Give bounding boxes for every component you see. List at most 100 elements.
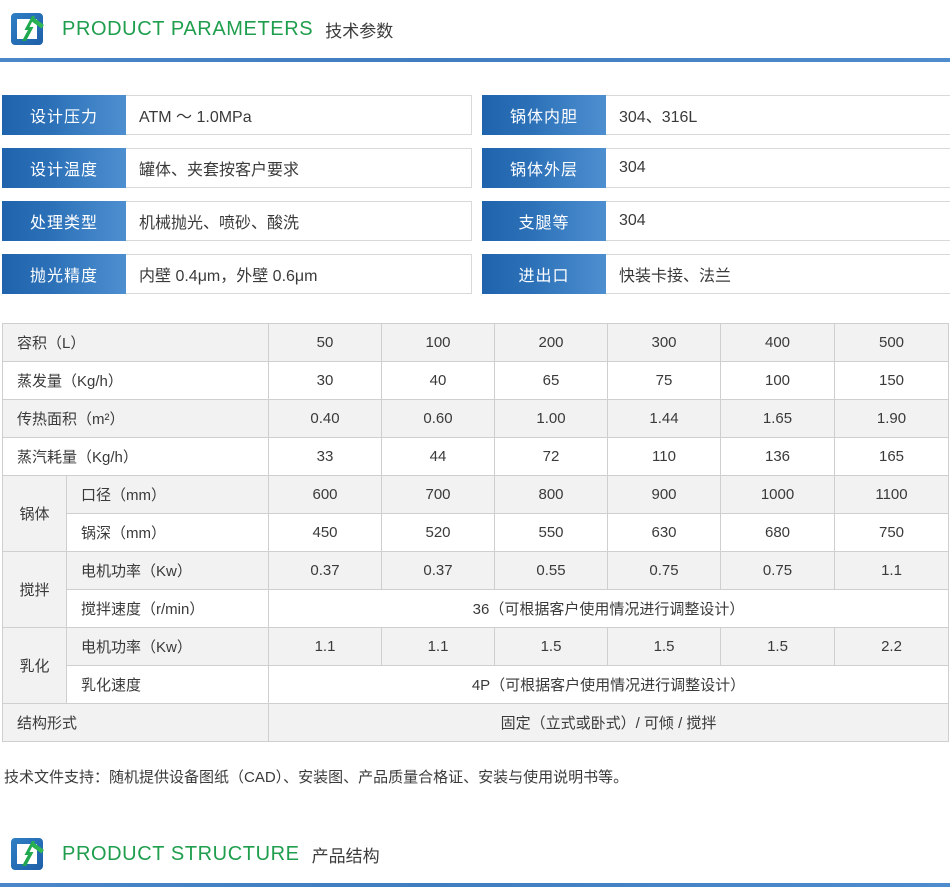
- section-header-parameters: PRODUCT PARAMETERS 技术参数: [0, 0, 950, 58]
- spec-value: 内壁 0.4μm，外壁 0.6μm: [126, 255, 471, 293]
- table-cell: 0.37: [381, 551, 495, 590]
- section-title-cn: 产品结构: [311, 846, 380, 866]
- table-cell-merged: 固定（立式或卧式）/ 可倾 / 搅拌: [268, 703, 949, 742]
- table-cell: 1.00: [494, 399, 608, 438]
- section-divider-top: [0, 58, 950, 62]
- spec-row: 设计压力 ATM ～ 1.0MPa: [2, 95, 472, 135]
- table-cell: 75: [607, 361, 721, 400]
- table-row: 蒸汽耗量（Kg/h） 33 44 72 110 136 165: [2, 437, 949, 476]
- logo-square-bolt-icon: [6, 8, 48, 50]
- spec-value: ATM ～ 1.0MPa: [126, 96, 471, 134]
- table-cell: 0.40: [268, 399, 382, 438]
- spec-row: 锅体外层 304: [482, 148, 950, 188]
- row-group-label: 乳化: [2, 627, 67, 704]
- spec-value: 机械抛光、喷砂、酸洗: [126, 202, 471, 240]
- table-cell: 150: [834, 361, 949, 400]
- table-cell: 900: [607, 475, 721, 514]
- table-cell: 1.44: [607, 399, 721, 438]
- row-label: 搅拌速度（r/min）: [66, 589, 269, 628]
- spec-row: 设计温度 罐体、夹套按客户要求: [2, 148, 472, 188]
- table-cell: 1.5: [720, 627, 835, 666]
- table-cell: 680: [720, 513, 835, 552]
- spec-key: 设计压力: [2, 95, 126, 135]
- spec-key: 设计温度: [2, 148, 126, 188]
- row-label: 乳化速度: [66, 665, 269, 704]
- table-cell: 100: [720, 361, 835, 400]
- spec-row: 锅体内胆 304、316L: [482, 95, 950, 135]
- section-divider-bottom: [0, 883, 950, 887]
- row-label: 蒸发量（Kg/h）: [2, 361, 269, 400]
- spec-row: 抛光精度 内壁 0.4μm，外壁 0.6μm: [2, 254, 472, 294]
- spec-key: 支腿等: [482, 201, 606, 241]
- table-row: 锅体 口径（mm） 600 700 800 900 1000 1100: [2, 475, 949, 552]
- spec-key: 锅体外层: [482, 148, 606, 188]
- row-label: 蒸汽耗量（Kg/h）: [2, 437, 269, 476]
- table-cell: 0.55: [494, 551, 608, 590]
- spec-row: 进出口 快装卡接、法兰: [482, 254, 950, 294]
- specification-table: 容积（L） 50 100 200 300 400 500 蒸发量（Kg/h） 30 40 65 75 1…: [2, 323, 949, 742]
- table-cell: 2.2: [834, 627, 949, 666]
- spec-value: 304、316L: [606, 96, 950, 134]
- table-cell: 0.60: [381, 399, 495, 438]
- table-cell-merged: 36（可根据客户使用情况进行调整设计）: [268, 589, 949, 628]
- row-label: 结构形式: [2, 703, 269, 742]
- spec-value: 罐体、夹套按客户要求: [126, 149, 471, 187]
- table-row: 结构形式 固定（立式或卧式）/ 可倾 / 搅拌: [2, 703, 949, 742]
- table-cell: 300: [607, 323, 721, 362]
- table-cell: 1000: [720, 475, 835, 514]
- section-header-structure: PRODUCT STRUCTURE 产品结构: [0, 825, 950, 883]
- spec-value: 304: [606, 149, 950, 187]
- table-cell: 65: [494, 361, 608, 400]
- table-cell: 100: [381, 323, 495, 362]
- table-cell: 110: [607, 437, 721, 476]
- table-cell: 40: [381, 361, 495, 400]
- table-cell: 0.75: [607, 551, 721, 590]
- row-label: 锅深（mm）: [66, 513, 269, 552]
- spec-key: 抛光精度: [2, 254, 126, 294]
- section-title-en: PRODUCT PARAMETERS: [62, 17, 314, 40]
- table-row: 乳化 电机功率（Kw） 1.1 1.1 1.5 1.5 1.5 2.2: [2, 627, 949, 704]
- table-cell: 30: [268, 361, 382, 400]
- spec-value: 304: [606, 202, 950, 240]
- table-cell: 450: [268, 513, 382, 552]
- table-row: 搅拌速度（r/min） 36（可根据客户使用情况进行调整设计）: [3, 589, 949, 628]
- table-cell: 500: [834, 323, 949, 362]
- spec-gap: [472, 201, 482, 241]
- table-cell: 400: [720, 323, 835, 362]
- table-cell: 1100: [834, 475, 949, 514]
- table-cell: 1.1: [381, 627, 495, 666]
- table-cell: 1.5: [494, 627, 608, 666]
- table-cell: 600: [268, 475, 382, 514]
- section-structure: PRODUCT STRUCTURE 产品结构: [0, 825, 950, 887]
- spec-grid: 设计压力 ATM ～ 1.0MPa 锅体内胆 304、316L 设计温度 罐体、…: [0, 95, 950, 294]
- table-row: 容积（L） 50 100 200 300 400 500: [2, 323, 949, 362]
- row-label: 电机功率（Kw）: [66, 627, 269, 666]
- logo-square-bolt-icon: [6, 833, 48, 875]
- table-cell-merged: 4P（可根据客户使用情况进行调整设计）: [268, 665, 949, 704]
- table-row: 锅深（mm） 450 520 550 630 680 750: [3, 513, 949, 552]
- table-cell: 630: [607, 513, 721, 552]
- spec-row: 支腿等 304: [482, 201, 950, 241]
- table-row: 传热面积（m²） 0.40 0.60 1.00 1.44 1.65 1.90: [2, 399, 949, 438]
- table-row: 乳化速度 4P（可根据客户使用情况进行调整设计）: [3, 665, 949, 704]
- table-cell: 1.1: [268, 627, 382, 666]
- row-group-label: 搅拌: [2, 551, 67, 628]
- row-label: 传热面积（m²）: [2, 399, 269, 438]
- row-label: 容积（L）: [2, 323, 269, 362]
- table-cell: 50: [268, 323, 382, 362]
- spec-key: 进出口: [482, 254, 606, 294]
- table-cell: 0.75: [720, 551, 835, 590]
- table-cell: 1.65: [720, 399, 835, 438]
- table-cell: 72: [494, 437, 608, 476]
- table-cell: 44: [381, 437, 495, 476]
- table-cell: 165: [834, 437, 949, 476]
- technical-documents-note: 技术文件支持：随机提供设备图纸（CAD）、安装图、产品质量合格证、安装与使用说明…: [4, 769, 629, 786]
- row-label: 口径（mm）: [66, 475, 269, 514]
- row-label: 电机功率（Kw）: [66, 551, 269, 590]
- section-title-en: PRODUCT STRUCTURE: [62, 842, 300, 865]
- table-cell: 750: [834, 513, 949, 552]
- table-cell: 520: [381, 513, 495, 552]
- spec-row: 处理类型 机械抛光、喷砂、酸洗: [2, 201, 472, 241]
- table-cell: 800: [494, 475, 608, 514]
